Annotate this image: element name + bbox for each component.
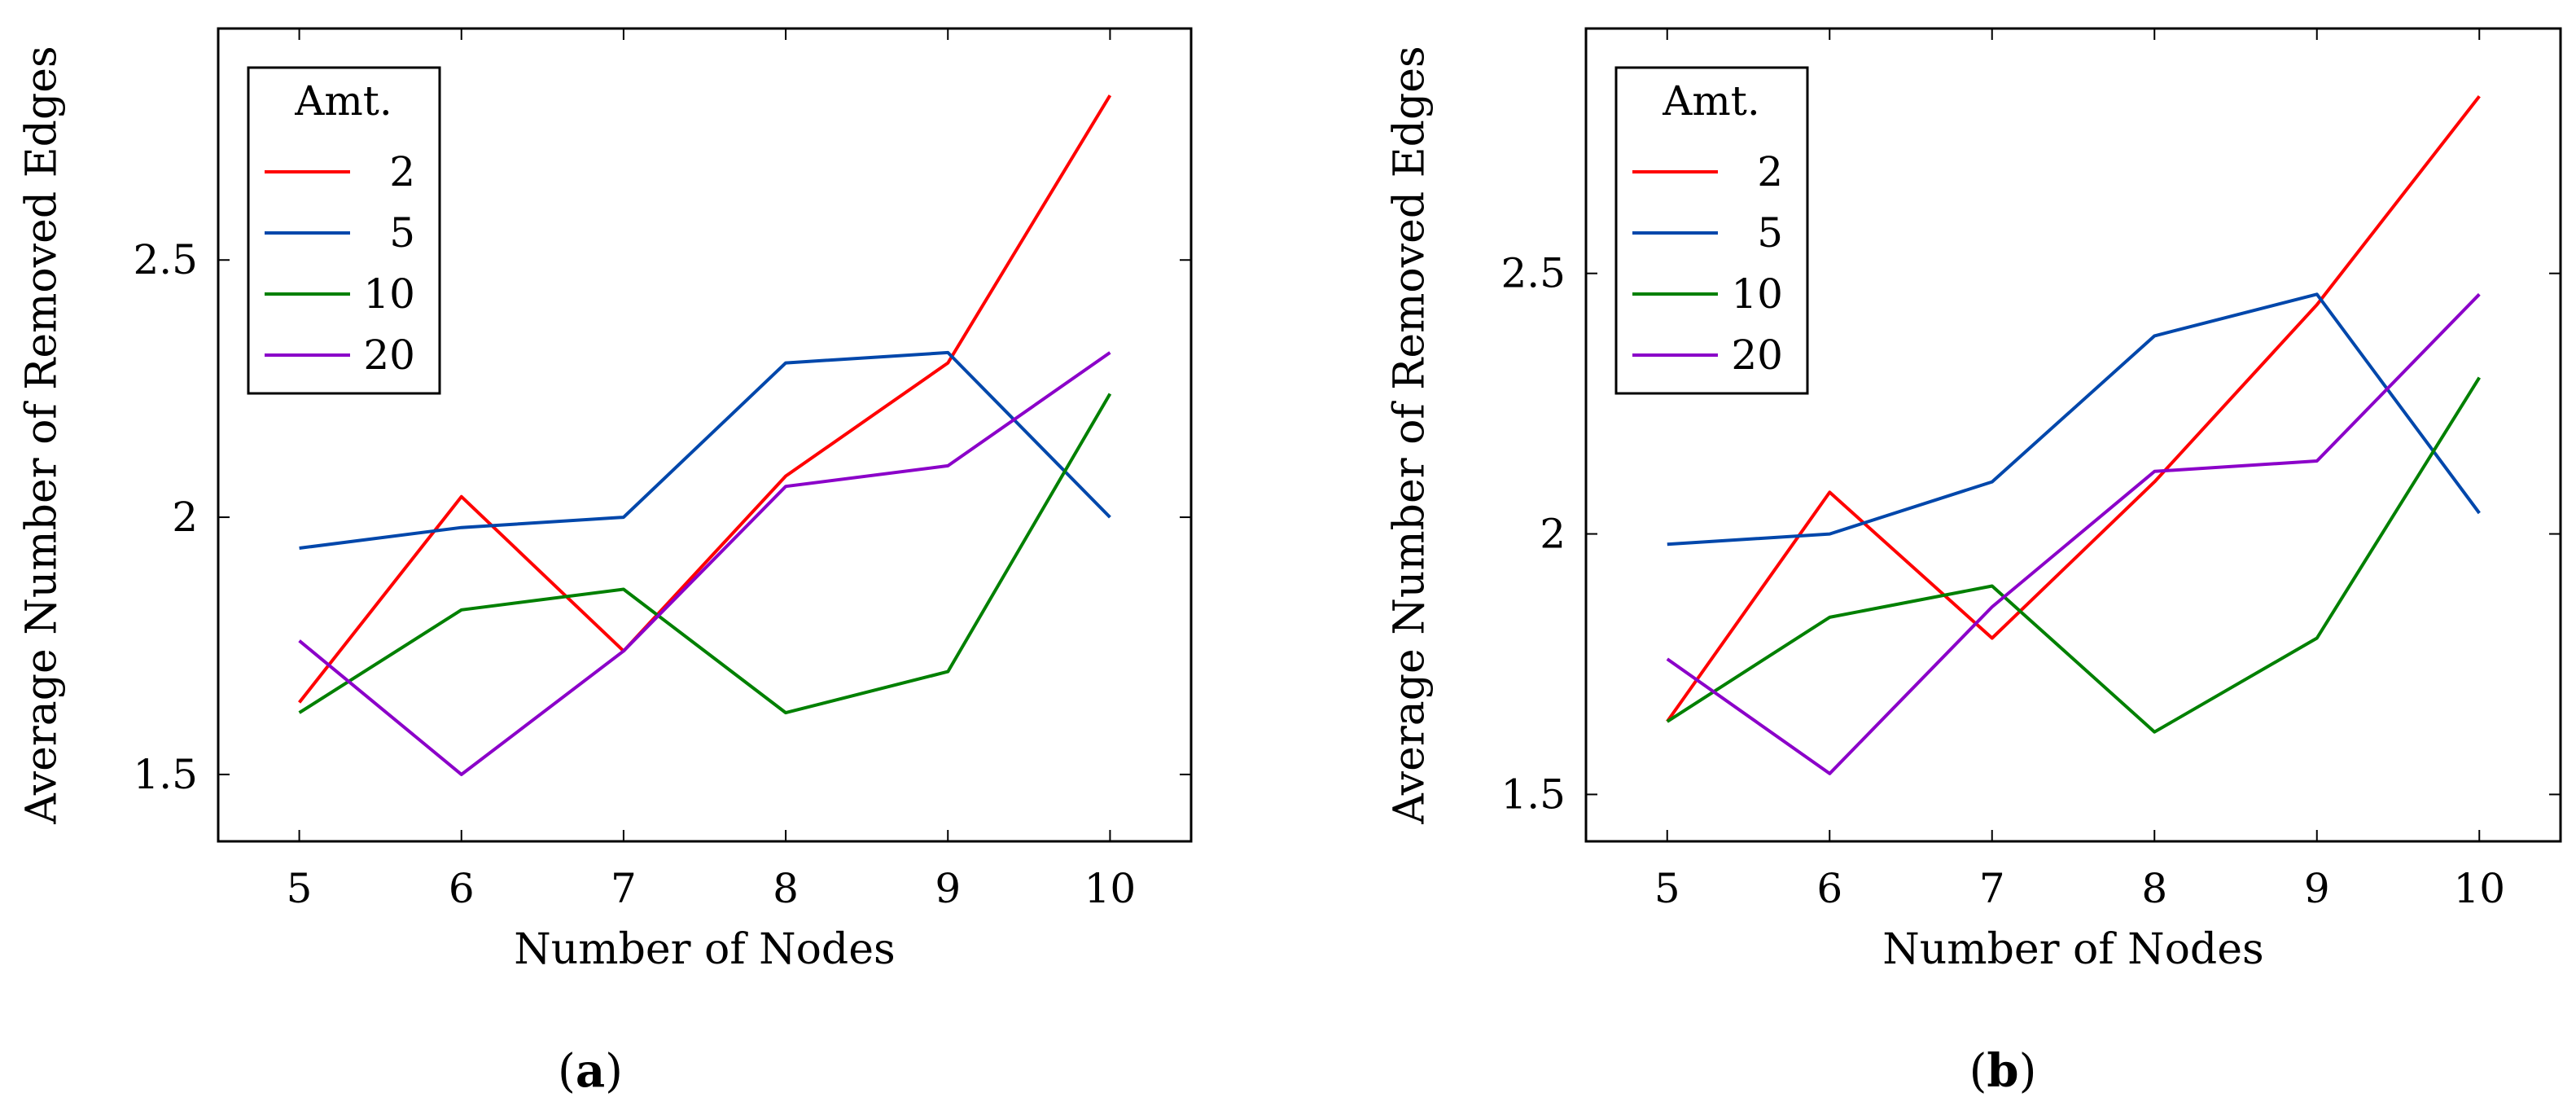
chart-b-x-axis-label: Number of Nodes [1882, 925, 2263, 974]
chart-a-plot-frame [217, 27, 1193, 843]
chart-a-legend-title: Amt. [294, 77, 392, 125]
chart-a: 5 6 7 8 9 10 1.5 2 2.5 Number of Nodes Average Num… [18, 27, 1193, 974]
chart-a-series-line-10 [298, 393, 1112, 715]
chart-a-xtick-label: 7 [611, 865, 637, 912]
chart-b-xtick-label: 8 [2141, 865, 2167, 912]
chart-b-series-line-20 [1666, 292, 2481, 775]
subcaption-a-letter: a [575, 1044, 606, 1098]
chart-a-series-line-5 [299, 350, 1111, 550]
chart-b-series-line-2 [1666, 94, 2481, 723]
chart-a-legend-label-20: 20 [363, 331, 415, 379]
chart-a-series-line-20 [298, 351, 1111, 776]
chart-b-legend-title: Amt. [1662, 77, 1760, 125]
chart-b-xtick-label: 5 [1654, 865, 1680, 912]
chart-b-xtick-label: 9 [2304, 865, 2330, 912]
chart-b-ytick-label: 2 [1540, 511, 1566, 558]
chart-b-ytick-label: 2.5 [1500, 250, 1566, 297]
chart-b-legend-label-2: 2 [1757, 148, 1783, 195]
chart-a-x-axis-label: Number of Nodes [514, 925, 895, 974]
chart-a-xtick-label: 8 [773, 865, 799, 912]
chart-a-ytick-label: 2.5 [133, 236, 198, 283]
chart-a-legend-label-2: 2 [389, 148, 415, 195]
subcaption-a: (a) [557, 1044, 623, 1098]
chart-b-y-axis-label: Average Number of Removed Edges [1386, 46, 1435, 824]
chart-b-series-line-5 [1667, 292, 2481, 547]
chart-b-xtick-label: 6 [1816, 865, 1842, 912]
chart-b-ytick-label: 1.5 [1500, 770, 1566, 818]
chart-a-ytick-label: 2 [172, 494, 198, 541]
chart-b-series-line-10 [1666, 376, 2481, 734]
chart-a-legend-label-10: 10 [363, 270, 415, 318]
chart-a-ytick-label: 1.5 [133, 751, 198, 798]
chart-a-legend-label-5: 5 [389, 209, 415, 257]
chart-a-xtick-label: 9 [935, 865, 961, 912]
subcaption-b: (b) [1969, 1044, 2037, 1098]
chart-b-legend: Amt. 2 5 10 20 [1614, 66, 1809, 395]
chart-a-legend-box [247, 66, 441, 395]
chart-b-plot-frame [1584, 27, 2562, 843]
chart-b-legend-label-5: 5 [1757, 209, 1783, 257]
chart-a-xtick-label: 5 [287, 865, 313, 912]
chart-b-legend-label-20: 20 [1731, 331, 1783, 379]
chart-b-legend-label-10: 10 [1731, 270, 1783, 318]
chart-b-xtick-label: 10 [2453, 865, 2505, 912]
chart-b: 5 6 7 8 9 10 1.5 2 2.5 Number of Nodes Average Num… [1386, 27, 2562, 974]
chart-a-xtick-label: 10 [1084, 865, 1137, 912]
chart-a-y-axis-label: Average Number of Removed Edges [18, 46, 67, 824]
chart-b-xtick-label: 7 [1979, 865, 2005, 912]
chart-a-legend: Amt. 2 5 10 20 [247, 66, 441, 395]
subcaption-b-letter: b [1987, 1044, 2019, 1098]
chart-b-legend-box [1614, 66, 1809, 395]
chart-a-xtick-label: 6 [449, 865, 475, 912]
